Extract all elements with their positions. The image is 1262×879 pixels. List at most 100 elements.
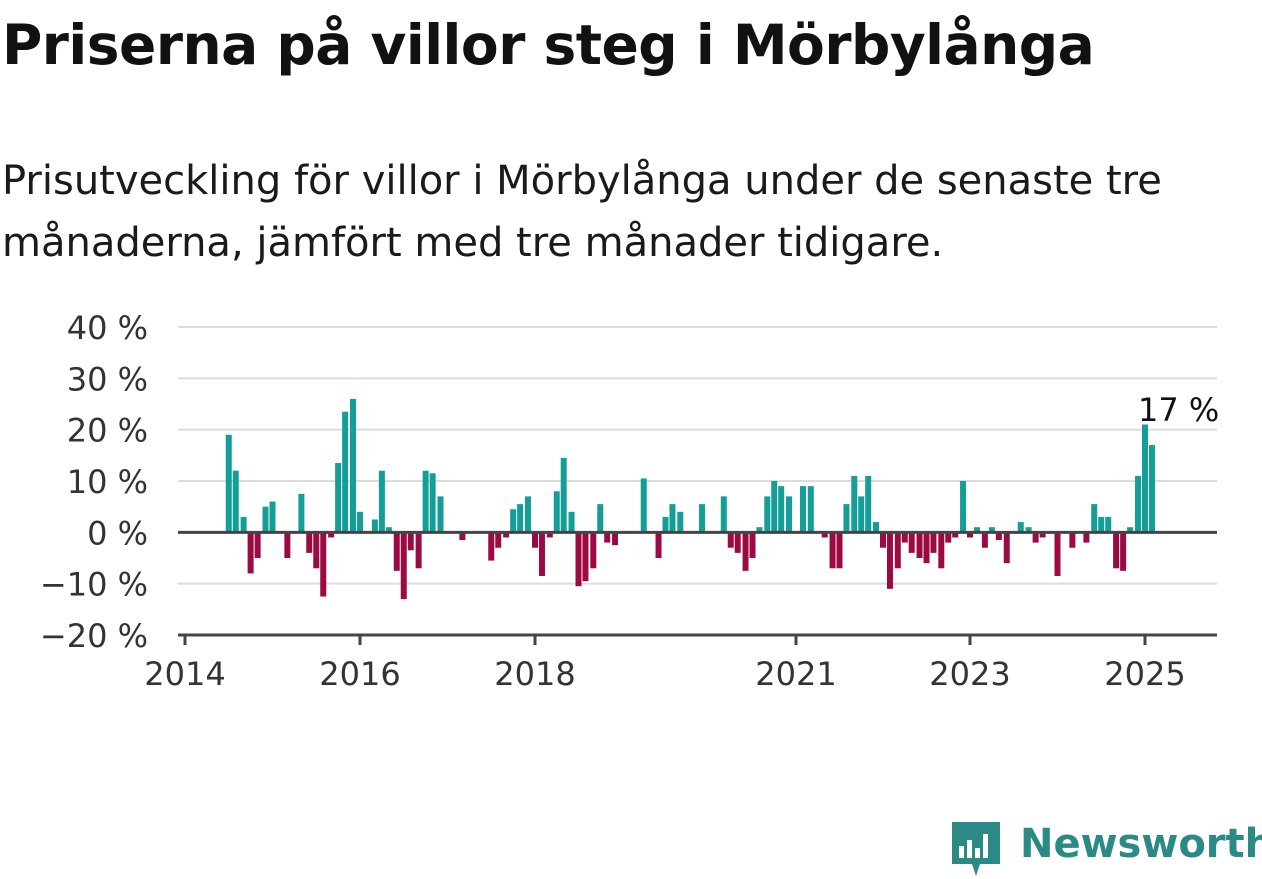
bar [799,486,806,533]
bar [655,532,662,558]
bar [894,532,901,569]
bar [1069,532,1076,548]
bar [1032,532,1039,543]
bar [429,473,436,533]
bar [662,516,669,533]
bar [727,532,734,548]
bar [262,506,269,533]
chart-subtitle: Prisutveckling för villor i Mörbylånga u… [2,158,1162,266]
bar [232,470,239,533]
y-tick-label: −20 % [40,617,148,655]
bar [873,522,880,533]
brand-name: Newsworthy [1020,821,1262,867]
bar [699,504,706,533]
page-title: Priserna på villor steg i Mörbylånga [2,13,1095,77]
gridlines [178,326,1217,585]
bar [525,496,531,533]
bar [306,532,313,553]
x-tick-label: 2021 [755,655,836,693]
bar [503,532,510,538]
bar [1142,424,1148,533]
bar [734,532,741,553]
bar [298,493,305,533]
bar [560,457,567,533]
bar [1149,445,1155,533]
bar [240,516,247,533]
x-tick-label: 2025 [1104,655,1185,693]
bar [952,532,959,538]
bar [422,470,429,533]
bar [1135,475,1141,533]
bar [974,527,980,533]
bar [778,486,785,533]
bar [1098,516,1105,533]
bar [1017,522,1024,533]
x-tick-label: 2016 [319,655,400,693]
x-tick-label: 2018 [494,655,575,693]
bar [335,463,342,533]
bar [488,532,495,561]
y-tick-label: 40 % [67,309,148,347]
bar [269,501,276,533]
bar [836,532,843,569]
bar [546,532,553,538]
bar [821,532,828,538]
bar [328,532,335,538]
x-tick-label: 2014 [144,655,225,693]
x-tick-label: 2023 [929,655,1010,693]
bar [510,509,517,533]
bar [1054,532,1061,576]
bar [350,398,356,533]
bar [829,532,836,569]
bar [764,496,771,533]
bar [313,532,320,569]
y-axis-labels: −20 % −10 % 0 % 10 % 20 % 30 % 40 % [40,309,148,655]
bar [582,532,589,582]
bar [669,504,676,533]
bar [880,532,886,548]
bar [756,527,763,533]
bar [378,470,385,533]
bar [1127,527,1134,533]
bar [1025,527,1032,533]
newsworthy-brand: Newsworthy [950,818,1262,878]
bar [1091,504,1098,533]
bar [865,475,872,533]
bar [786,496,793,533]
bar [640,478,647,533]
bar [720,496,727,533]
bar [1039,532,1046,538]
bar [749,532,756,558]
bar [437,496,444,533]
bar [807,486,814,533]
bar [400,532,407,600]
bar [254,532,261,558]
bar [771,481,778,533]
y-tick-label: 30 % [67,360,148,398]
bar [517,504,524,533]
bar [886,532,893,589]
bar [843,504,850,533]
bar [908,532,915,553]
y-tick-label: 20 % [67,412,148,450]
bar [247,532,254,574]
bar [938,532,945,569]
bar [851,475,858,533]
bar [1083,532,1090,543]
bar [590,532,597,569]
y-tick-label: 0 % [87,514,148,552]
bar [960,481,967,533]
x-axis-ticks: 2014 2016 2018 2021 2023 2025 [144,635,1186,693]
bar [967,532,973,538]
bar [1105,516,1112,533]
bar [612,532,619,546]
bar [995,532,1002,541]
bar [981,532,988,548]
bar [371,519,378,533]
bar [858,496,865,533]
bar [568,511,575,533]
bar [538,532,545,576]
bar [677,511,684,533]
bar [742,532,749,571]
bars [225,398,1155,600]
